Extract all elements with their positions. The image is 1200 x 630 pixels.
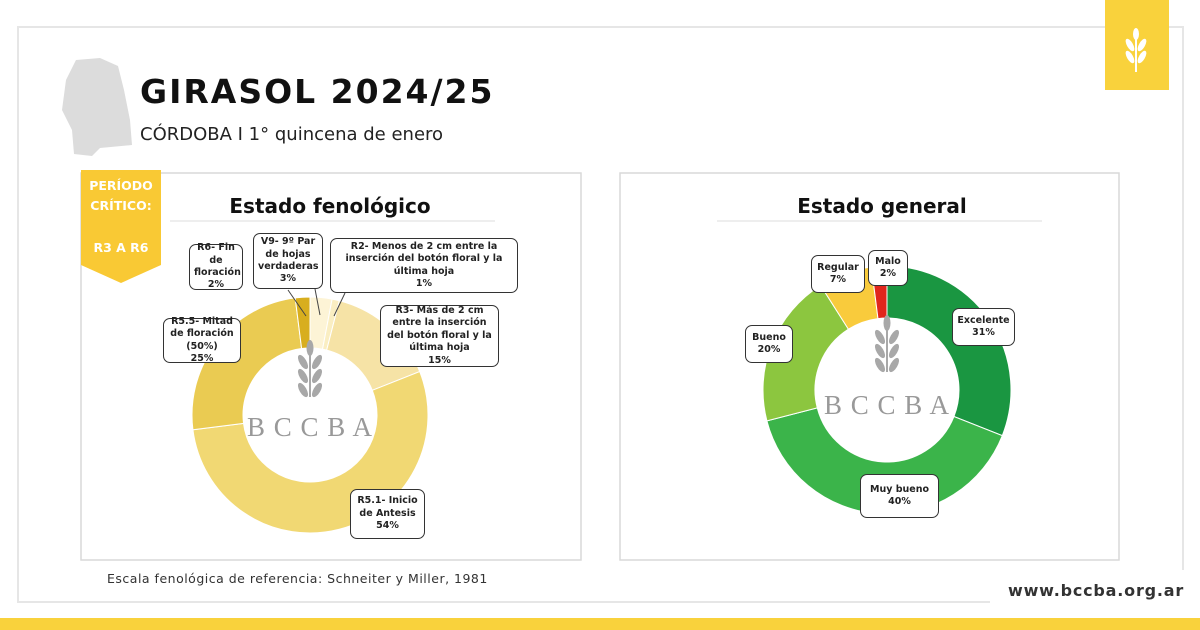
slice-label: R5.1- Inicio de Antesis 54%: [350, 489, 425, 539]
label-text: R3- Más de 2 cm entre la inserción del b…: [387, 305, 492, 354]
label-text: R2- Menos de 2 cm entre la inserción del…: [345, 240, 503, 277]
label-text: V9- 9º Par de hojas verdaderas: [258, 236, 319, 272]
wheat-grain: [297, 382, 309, 398]
badge-text: PERÍODO: [89, 178, 153, 193]
label-text: R5.1- Inicio de Antesis: [357, 495, 418, 519]
wheat-grain: [297, 368, 309, 384]
wheat-grain: [888, 357, 900, 373]
panel: [80, 172, 582, 561]
label-text: Muy bueno: [869, 483, 929, 495]
label-text: 20%: [757, 344, 781, 355]
map-silhouette: [62, 58, 132, 156]
label-text: 1%: [415, 277, 433, 289]
slice-label: Malo 2%: [868, 250, 908, 286]
slice-label: Bueno 20%: [745, 325, 793, 363]
chart-title: Estado general: [797, 194, 967, 218]
website: www.bccba.org.ar: [1008, 581, 1185, 600]
slice: [766, 407, 1003, 515]
donut-hole: [243, 348, 377, 482]
leader-lines: [287, 288, 346, 317]
wheat-grain: [311, 382, 323, 398]
wheat-grain: [311, 368, 323, 384]
badge-shape: [81, 170, 161, 283]
watermark-wheat: [297, 315, 900, 398]
label-text: 31%: [972, 327, 995, 338]
slice-label: Muy bueno 40%: [860, 474, 939, 518]
label-text: 40%: [888, 496, 911, 507]
label-text: 7%: [829, 274, 847, 285]
title: GIRASOL 2024/25: [140, 72, 495, 111]
panel: [619, 172, 1120, 561]
logo-wheat: [1125, 28, 1147, 72]
watermark: B C C B A: [823, 390, 951, 420]
slice-label: R2- Menos de 2 cm entre la inserción del…: [330, 238, 518, 293]
wheat-grain: [874, 357, 886, 373]
wheat-grain: [888, 343, 900, 359]
source-note: Escala fenológica de referencia: Schneit…: [107, 571, 488, 586]
badge-text: CRÍTICO:: [90, 198, 152, 213]
label-text: Regular: [817, 261, 859, 273]
slice-label: R5.5- Mitad de floración (50%) 25%: [163, 315, 241, 364]
wheat-stem: [886, 320, 888, 372]
label-text: R6- Fin de floración: [194, 242, 241, 278]
wheat-grain: [883, 315, 891, 331]
label-text: 15%: [428, 354, 451, 366]
url-backdrop: [990, 570, 1200, 610]
wheat-grain: [311, 354, 323, 370]
frame: [17, 26, 1184, 603]
chart-title: Estado fenológico: [229, 194, 431, 218]
wheat-grain: [297, 354, 309, 370]
slice-label: R3- Más de 2 cm entre la inserción del b…: [380, 305, 499, 367]
wheat-grain: [874, 329, 886, 345]
wheat-grain: [306, 340, 314, 356]
watermark: B C C B A: [246, 412, 374, 442]
label-text: R5.5- Mitad de floración (50%): [170, 315, 234, 352]
label-text: 25%: [190, 352, 214, 364]
label-text: Malo: [875, 255, 901, 267]
donut-hole: [815, 318, 959, 462]
label-text: 54%: [376, 520, 399, 532]
slice-label: R6- Fin de floración 2%: [189, 242, 243, 291]
bottom-bar: [0, 618, 1200, 630]
slice-label: Excelente 31%: [952, 308, 1015, 346]
label-text: Excelente: [957, 314, 1010, 326]
subtitle: CÓRDOBA I 1° quincena de enero: [140, 124, 444, 145]
slice-label: Regular 7%: [811, 255, 865, 293]
label-text: 3%: [279, 273, 297, 285]
label-text: 2%: [879, 268, 897, 279]
wheat-grain: [888, 329, 900, 345]
label-text: 2%: [207, 279, 225, 291]
label-text: Bueno: [752, 331, 786, 343]
badge-text: R3 A R6: [93, 240, 149, 255]
slice-label: V9- 9º Par de hojas verdaderas 3%: [253, 233, 323, 289]
wheat-stem: [309, 345, 311, 397]
wheat-grain: [874, 343, 886, 359]
